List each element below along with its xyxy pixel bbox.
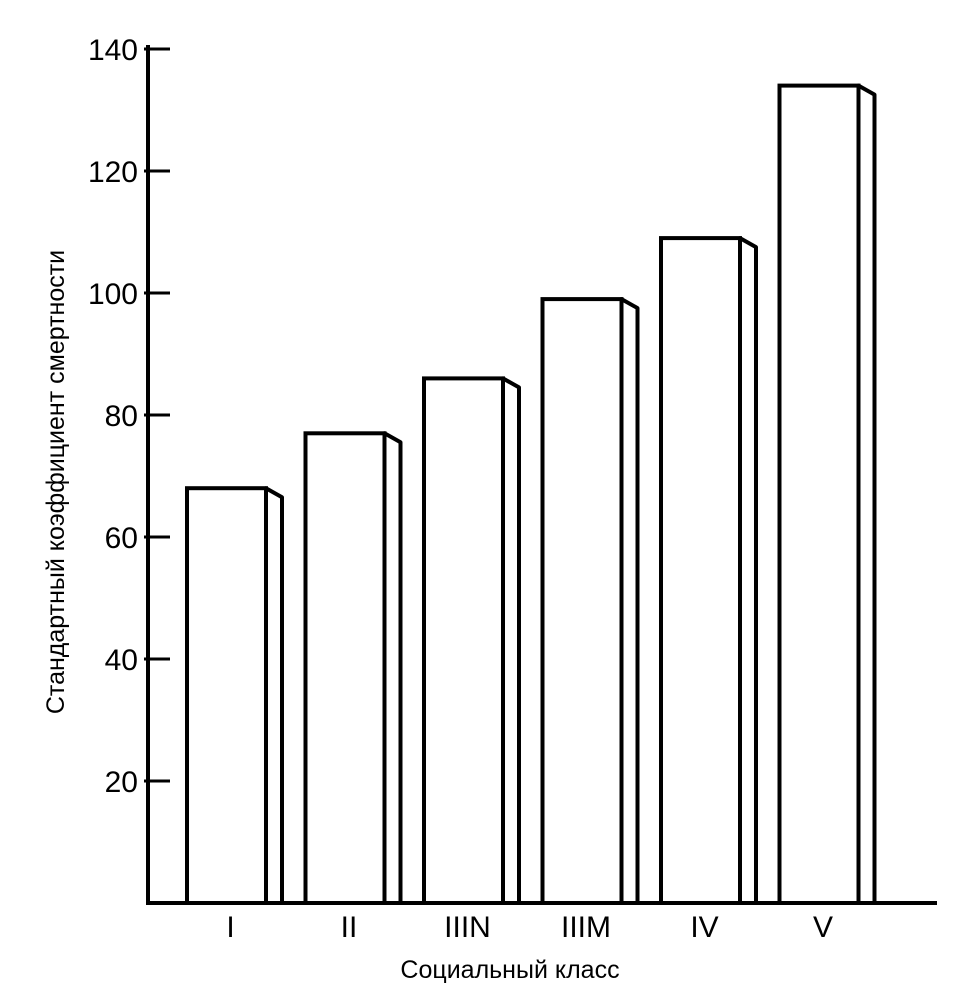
bar-front-face xyxy=(422,376,505,905)
bar-front-face xyxy=(659,236,742,906)
x-axis-title: Социальный класс xyxy=(400,956,619,984)
bar-side-face xyxy=(738,236,758,905)
y-tick-label: 40 xyxy=(105,644,138,677)
bar xyxy=(422,376,521,905)
bar-front-face xyxy=(540,297,624,906)
y-tick-label: 20 xyxy=(105,766,138,799)
bars-layer xyxy=(185,83,877,906)
axes-layer xyxy=(146,45,937,905)
y-tick-label: 100 xyxy=(88,278,138,311)
x-category-label: II xyxy=(341,911,358,944)
x-category-labels: I II IIIN IIIM IV V xyxy=(226,911,833,944)
y-ticks: 20 40 60 80 100 120 140 xyxy=(88,34,170,799)
y-tick-label: 120 xyxy=(88,156,138,189)
y-axis-title: Стандартный коэффициент смертности xyxy=(42,250,70,714)
y-tick-label: 80 xyxy=(105,400,138,433)
bar-side-face xyxy=(619,297,640,905)
x-category-label: V xyxy=(813,911,833,944)
bar-side-face xyxy=(856,83,877,905)
bar xyxy=(777,83,877,906)
bar-side-face xyxy=(264,486,284,905)
bar-front-face xyxy=(185,486,268,905)
bar-side-face xyxy=(501,376,521,905)
x-category-label: IIIM xyxy=(561,911,611,944)
bar xyxy=(185,486,284,905)
bar-front-face xyxy=(303,431,387,905)
x-category-label: IIIN xyxy=(444,911,491,944)
bar-front-face xyxy=(777,83,861,906)
bar xyxy=(540,297,640,906)
y-tick-label: 140 xyxy=(88,34,138,67)
y-tick-label: 60 xyxy=(105,522,138,555)
x-category-label: I xyxy=(226,911,234,944)
bar xyxy=(659,236,758,906)
x-category-label: IV xyxy=(690,911,718,944)
bar-side-face xyxy=(382,431,403,905)
bar xyxy=(303,431,403,905)
